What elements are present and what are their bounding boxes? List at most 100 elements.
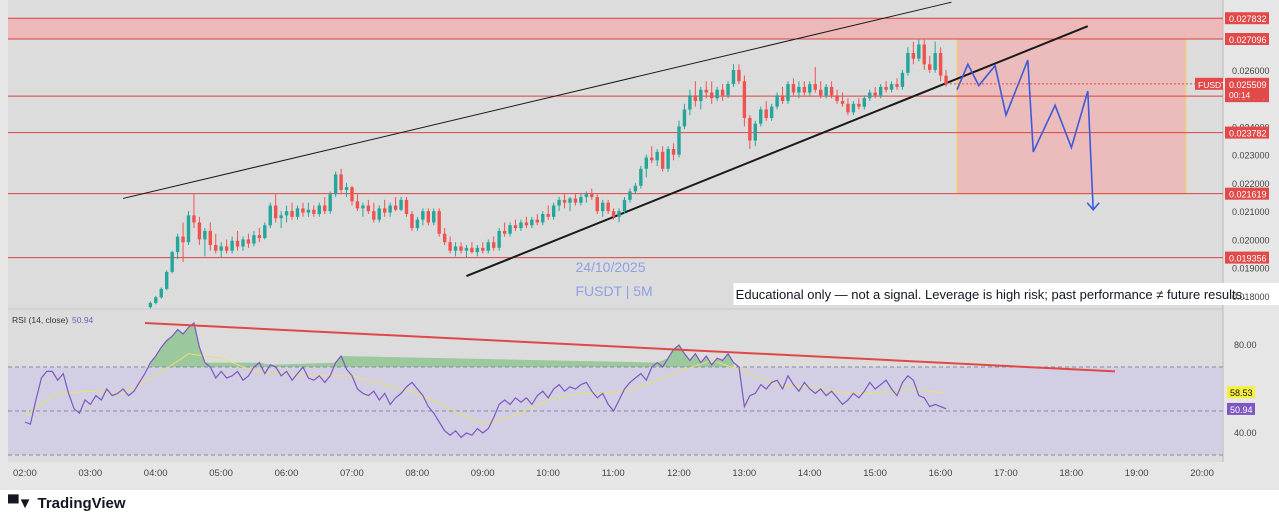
candle-body-81 <box>590 194 593 197</box>
price-tick-5: 0.020000 <box>1232 235 1270 245</box>
candle-body-43 <box>383 208 386 212</box>
candle-body-56 <box>454 246 457 250</box>
supply-zone <box>8 18 1223 39</box>
note-text: Educational only — not a signal. Leverag… <box>736 287 1246 302</box>
candle-body-131 <box>863 98 866 106</box>
time-tick-11: 13:00 <box>732 468 756 479</box>
candle-body-49 <box>416 220 419 228</box>
candle-body-141 <box>917 45 920 59</box>
candle-body-146 <box>944 76 947 84</box>
candle-body-47 <box>405 200 408 214</box>
tradingview-logo-mark: ▀▼ <box>8 495 31 512</box>
candle-body-102 <box>705 90 708 93</box>
candle-body-44 <box>388 206 391 213</box>
candle-body-139 <box>906 53 909 73</box>
rsi-tick-1: 40.00 <box>1234 428 1257 438</box>
candle-body-68 <box>519 222 522 228</box>
candle-body-6 <box>181 237 184 243</box>
time-tick-0: 02:00 <box>13 468 37 479</box>
candle-body-8 <box>192 215 195 222</box>
time-tick-16: 18:00 <box>1059 468 1083 479</box>
candle-body-96 <box>672 149 675 155</box>
rsi-value-tag-label: 50.94 <box>1230 405 1253 415</box>
time-tick-5: 07:00 <box>340 468 364 479</box>
candle-body-132 <box>868 93 871 99</box>
candle-body-52 <box>432 211 435 222</box>
tradingview-logo-text: TradingView <box>37 495 125 512</box>
time-tick-14: 16:00 <box>929 468 953 479</box>
candle-body-35 <box>339 174 342 190</box>
candle-body-93 <box>656 152 659 160</box>
candle-body-98 <box>683 109 686 126</box>
candle-body-51 <box>427 211 430 222</box>
candle-body-145 <box>939 53 942 76</box>
candle-body-19 <box>252 235 255 243</box>
candle-body-91 <box>645 158 648 169</box>
candle-body-14 <box>225 246 228 250</box>
time-tick-18: 20:00 <box>1190 468 1214 479</box>
candle-body-108 <box>737 70 740 81</box>
candle-body-34 <box>334 174 337 194</box>
candle-body-32 <box>323 206 326 212</box>
candle-body-73 <box>547 214 550 217</box>
candle-body-121 <box>808 84 811 92</box>
candle-body-133 <box>874 93 877 96</box>
candle-body-111 <box>754 124 757 141</box>
candle-body-63 <box>492 242 495 248</box>
candle-body-142 <box>923 45 926 65</box>
rsi-tick-0: 80.00 <box>1234 340 1257 350</box>
candle-body-39 <box>361 206 364 209</box>
candle-body-89 <box>634 186 637 192</box>
tradingview-logo: ▀▼ TradingView <box>8 493 126 513</box>
candle-body-13 <box>220 246 223 250</box>
candle-body-67 <box>514 225 517 228</box>
rsi-ma-tag-label: 58.53 <box>1230 388 1253 398</box>
time-tick-9: 11:00 <box>602 468 625 479</box>
candle-body-130 <box>857 104 860 107</box>
candle-body-105 <box>721 90 724 96</box>
candle-body-15 <box>230 241 233 251</box>
candle-body-138 <box>901 73 904 87</box>
candle-body-38 <box>356 201 359 208</box>
candle-body-136 <box>890 84 893 90</box>
candle-body-124 <box>824 87 827 95</box>
projection-zone <box>957 39 1186 194</box>
candle-body-2 <box>160 289 163 297</box>
price-tick-0: 0.026000 <box>1232 66 1270 76</box>
candle-body-100 <box>694 95 697 101</box>
candle-body-94 <box>661 152 664 169</box>
candle-body-144 <box>933 53 936 70</box>
candle-body-55 <box>448 242 451 250</box>
symbol-tag-label: FUSDT <box>1198 80 1226 90</box>
candle-body-99 <box>688 95 691 109</box>
candle-body-103 <box>710 93 713 99</box>
candle-body-1 <box>154 297 157 303</box>
candle-body-10 <box>203 231 206 239</box>
level-label-0: 0.027832 <box>1229 14 1267 24</box>
level-label-4: 0.021619 <box>1229 190 1267 200</box>
candle-body-104 <box>715 90 718 98</box>
candle-body-127 <box>841 101 844 104</box>
time-tick-17: 19:00 <box>1125 468 1149 479</box>
candle-body-135 <box>884 87 887 90</box>
candle-body-71 <box>536 220 539 223</box>
candle-body-80 <box>585 194 588 197</box>
watermark-date: 24/10/2025 <box>575 259 645 275</box>
time-tick-13: 15:00 <box>863 468 887 479</box>
candle-body-72 <box>541 214 544 222</box>
candle-body-128 <box>846 104 849 112</box>
candle-body-46 <box>399 200 402 210</box>
countdown-label: 00:14 <box>1229 90 1251 100</box>
candle-body-9 <box>198 222 201 239</box>
candle-body-53 <box>438 211 441 234</box>
candle-body-90 <box>639 169 642 186</box>
candle-body-126 <box>835 95 838 101</box>
candle-body-70 <box>530 220 533 226</box>
candle-body-92 <box>650 158 653 161</box>
candle-body-30 <box>312 210 315 214</box>
time-tick-1: 03:00 <box>78 468 102 479</box>
level-label-3: 0.023782 <box>1229 129 1267 139</box>
candle-body-143 <box>928 64 931 70</box>
